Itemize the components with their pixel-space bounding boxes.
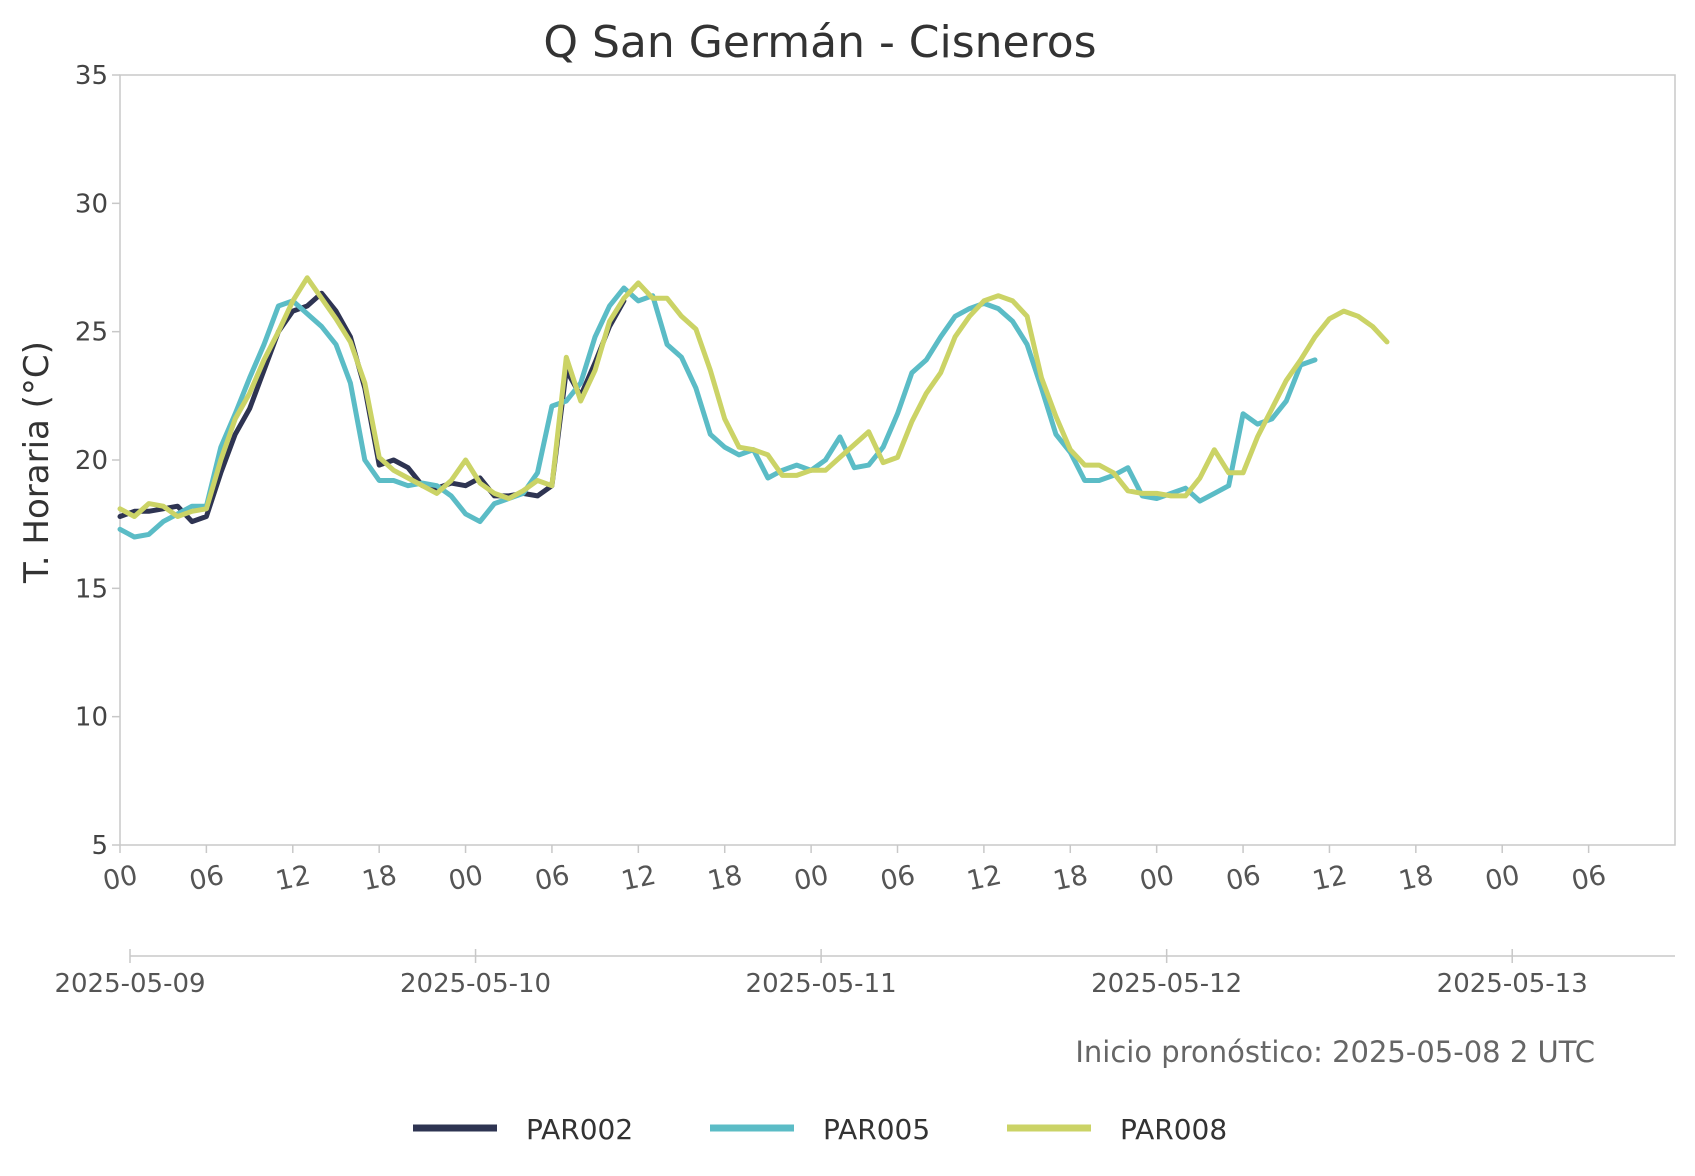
date-tick-label: 2025-05-11	[746, 969, 897, 999]
x-tick-label: 00	[100, 860, 140, 897]
series-line-par005	[117, 285, 1318, 540]
series-layer	[117, 275, 1390, 540]
legend: PAR002 PAR005 PAR008	[413, 1113, 1227, 1146]
x-tick-label: 18	[705, 860, 745, 897]
y-tick-label: 25	[75, 318, 108, 348]
x-tick-label: 18	[1396, 860, 1436, 897]
x-tick-label: 18	[359, 860, 399, 897]
chart-title: Q San Germán - Cisneros	[543, 17, 1096, 68]
x-tick-label: 12	[964, 860, 1004, 897]
x-tick-label: 00	[791, 860, 831, 897]
x-tick-label: 06	[1569, 860, 1609, 897]
series-line-par008	[117, 275, 1390, 519]
y-axis-label: T. Horaria (°C)	[17, 341, 57, 584]
legend-label-par002: PAR002	[526, 1113, 633, 1146]
y-tick-label: 20	[75, 446, 108, 476]
x-tick-label: 06	[532, 860, 572, 897]
x-tick-label: 18	[1051, 860, 1091, 897]
x-axis-hour-ticks: 00 06 12 18 00 06 12 18 00 06 12 18 00 06 12 18 00 06	[100, 845, 1609, 897]
y-tick-label: 5	[91, 831, 108, 861]
x-tick-label: 12	[619, 860, 659, 897]
y-tick-label: 35	[75, 61, 108, 91]
date-tick-label: 2025-05-10	[400, 969, 551, 999]
forecast-start-note: Inicio pronóstico: 2025-05-08 2 UTC	[1075, 1035, 1595, 1069]
x-tick-label: 12	[273, 860, 313, 897]
legend-label-par005: PAR005	[823, 1113, 930, 1146]
x-tick-label: 12	[1310, 860, 1350, 897]
date-tick-label: 2025-05-12	[1091, 969, 1242, 999]
x-tick-label: 00	[1483, 860, 1523, 897]
y-tick-label: 30	[75, 189, 108, 219]
y-tick-label: 15	[75, 574, 108, 604]
x-tick-label: 00	[1137, 860, 1177, 897]
date-tick-label: 2025-05-13	[1437, 969, 1588, 999]
y-axis-ticks: 5 10 15 20 25 30 35	[75, 61, 120, 861]
x-tick-label: 06	[878, 860, 918, 897]
x-tick-label: 00	[446, 860, 486, 897]
date-axis-ticks: 2025-05-09 2025-05-10 2025-05-11 2025-05-12…	[54, 949, 1588, 999]
date-tick-label: 2025-05-09	[54, 969, 205, 999]
legend-label-par008: PAR008	[1120, 1113, 1227, 1146]
x-tick-label: 06	[187, 860, 227, 897]
x-tick-label: 06	[1223, 860, 1263, 897]
y-tick-label: 10	[75, 703, 108, 733]
